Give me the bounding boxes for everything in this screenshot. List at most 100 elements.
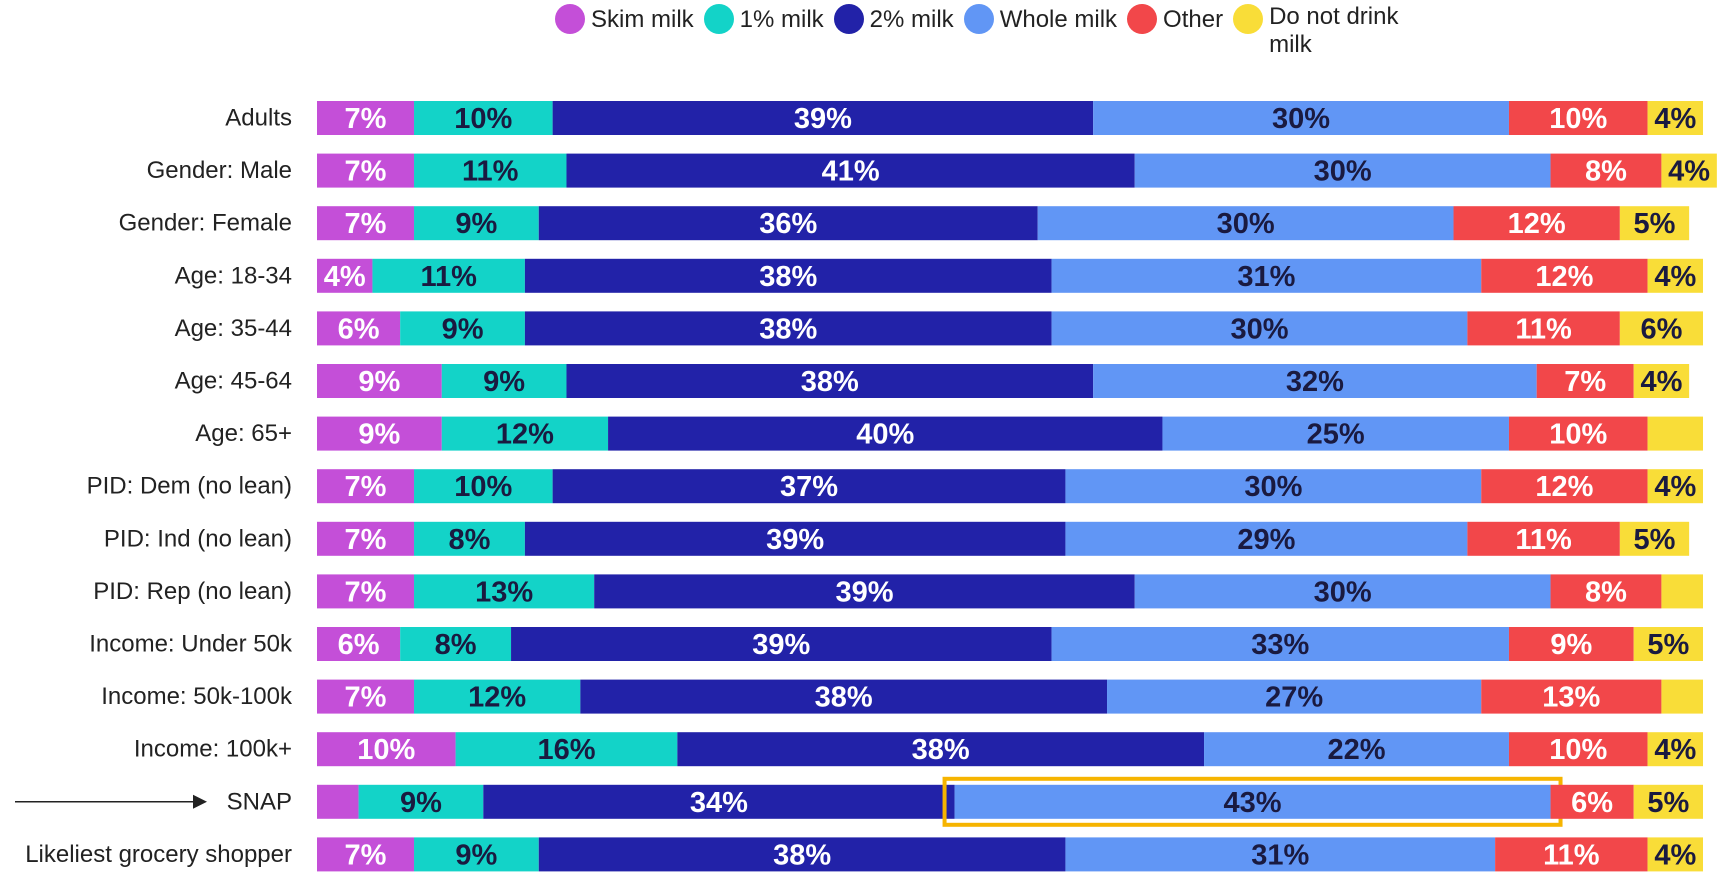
bar-segment bbox=[317, 101, 415, 135]
value-label: 10% bbox=[454, 103, 512, 135]
bar-segment bbox=[317, 521, 415, 556]
value-label: 30% bbox=[1244, 471, 1302, 503]
bar-segment bbox=[414, 574, 595, 609]
category-label: Income: Under 50k bbox=[89, 631, 293, 658]
bar-segment bbox=[1647, 416, 1703, 451]
bar-segment bbox=[414, 837, 539, 872]
bar-segment bbox=[538, 837, 1066, 872]
value-label: 4% bbox=[1640, 366, 1682, 398]
category-label: Income: 50k-100k bbox=[101, 683, 293, 710]
value-label: 29% bbox=[1237, 524, 1295, 556]
value-label: 12% bbox=[1535, 261, 1593, 293]
value-label: 27% bbox=[1265, 682, 1323, 714]
bar-segment bbox=[524, 521, 1066, 556]
bar-segment bbox=[1107, 679, 1482, 714]
value-label: 4% bbox=[1654, 839, 1696, 871]
category-label: Age: 35-44 bbox=[175, 315, 292, 342]
value-label: 8% bbox=[435, 629, 477, 661]
bar-segment bbox=[1453, 206, 1620, 241]
value-label: 10% bbox=[1549, 103, 1607, 135]
legend-item: Skim milk bbox=[555, 4, 694, 34]
bar-segment bbox=[1536, 364, 1634, 398]
value-label: 4% bbox=[324, 261, 366, 293]
bar-segment bbox=[1647, 469, 1703, 504]
bar-segment bbox=[1134, 153, 1551, 188]
value-label: 30% bbox=[1314, 156, 1372, 188]
legend-item: 1% milk bbox=[703, 4, 824, 34]
value-label: 38% bbox=[912, 734, 970, 766]
bar-segment bbox=[1093, 364, 1537, 398]
bar-segment bbox=[317, 732, 456, 767]
bar-segment bbox=[414, 206, 539, 241]
bar-segment bbox=[1661, 574, 1703, 609]
category-label: PID: Rep (no lean) bbox=[93, 578, 292, 605]
value-label: 30% bbox=[1217, 208, 1275, 240]
value-label: 39% bbox=[794, 103, 852, 135]
bar-segment bbox=[1508, 732, 1648, 767]
bar-segment bbox=[1467, 311, 1620, 346]
bar-segment bbox=[317, 206, 415, 241]
value-label: 34% bbox=[690, 787, 748, 819]
legend-label: 1% milk bbox=[739, 6, 824, 33]
bar-segment bbox=[1619, 206, 1690, 241]
bar-segment bbox=[1550, 574, 1662, 609]
value-label: 6% bbox=[1640, 313, 1682, 345]
arrow-head bbox=[193, 794, 207, 809]
value-label: 11% bbox=[1515, 524, 1572, 556]
value-label: 7% bbox=[345, 156, 387, 188]
legend-label: Whole milk bbox=[999, 6, 1118, 33]
legend-item: Do not drink milk bbox=[1233, 3, 1419, 59]
value-label: 37% bbox=[780, 471, 838, 503]
bar-segment bbox=[1481, 469, 1648, 504]
legend-label: Skim milk bbox=[591, 6, 694, 33]
value-label: 9% bbox=[358, 366, 400, 398]
value-label: 12% bbox=[496, 419, 554, 451]
bar-segment bbox=[317, 469, 415, 504]
value-label: 7% bbox=[345, 524, 387, 556]
value-label: 13% bbox=[475, 576, 533, 608]
bar-segment bbox=[1051, 258, 1482, 293]
value-label: 9% bbox=[483, 366, 525, 398]
value-label: 4% bbox=[1654, 471, 1696, 503]
bar-segment bbox=[317, 784, 359, 819]
bar-segment bbox=[1647, 258, 1703, 293]
bar-segment bbox=[608, 416, 1163, 451]
value-label: 12% bbox=[468, 682, 526, 714]
legend-swatch bbox=[833, 4, 864, 34]
value-label: 7% bbox=[345, 682, 387, 714]
value-label: 6% bbox=[338, 313, 380, 345]
bar-segment bbox=[1481, 679, 1662, 714]
category-label: Age: 45-64 bbox=[175, 368, 292, 395]
value-label: 11% bbox=[420, 261, 477, 293]
bar-segment bbox=[414, 521, 525, 556]
bar-segment bbox=[1065, 521, 1468, 556]
bar-segment bbox=[1467, 521, 1620, 556]
bar-segment bbox=[1619, 311, 1703, 346]
value-label: 7% bbox=[345, 576, 387, 608]
value-label: 36% bbox=[759, 208, 817, 240]
category-label: Gender: Female bbox=[119, 210, 292, 237]
bar-segment bbox=[1162, 416, 1509, 451]
legend-swatch bbox=[1127, 4, 1158, 34]
bar-segment bbox=[317, 837, 415, 872]
bar-segment bbox=[358, 784, 484, 819]
bar-segment bbox=[566, 153, 1135, 188]
bar-segment bbox=[1619, 521, 1690, 556]
value-label: 41% bbox=[822, 156, 880, 188]
value-label: 4% bbox=[1654, 261, 1696, 293]
value-label: 9% bbox=[358, 419, 400, 451]
value-label: 39% bbox=[766, 524, 824, 556]
value-label: 7% bbox=[345, 103, 387, 135]
value-label: 5% bbox=[1634, 524, 1676, 556]
bar-segment bbox=[566, 364, 1094, 398]
value-label: 25% bbox=[1307, 419, 1365, 451]
bar-segment bbox=[317, 258, 373, 293]
bar-segment bbox=[1633, 784, 1703, 819]
bar-segment bbox=[317, 364, 442, 398]
bar-segment bbox=[524, 311, 1052, 346]
bar-segment bbox=[1037, 206, 1454, 241]
value-label: 43% bbox=[1224, 787, 1282, 819]
legend-swatch bbox=[703, 4, 734, 34]
